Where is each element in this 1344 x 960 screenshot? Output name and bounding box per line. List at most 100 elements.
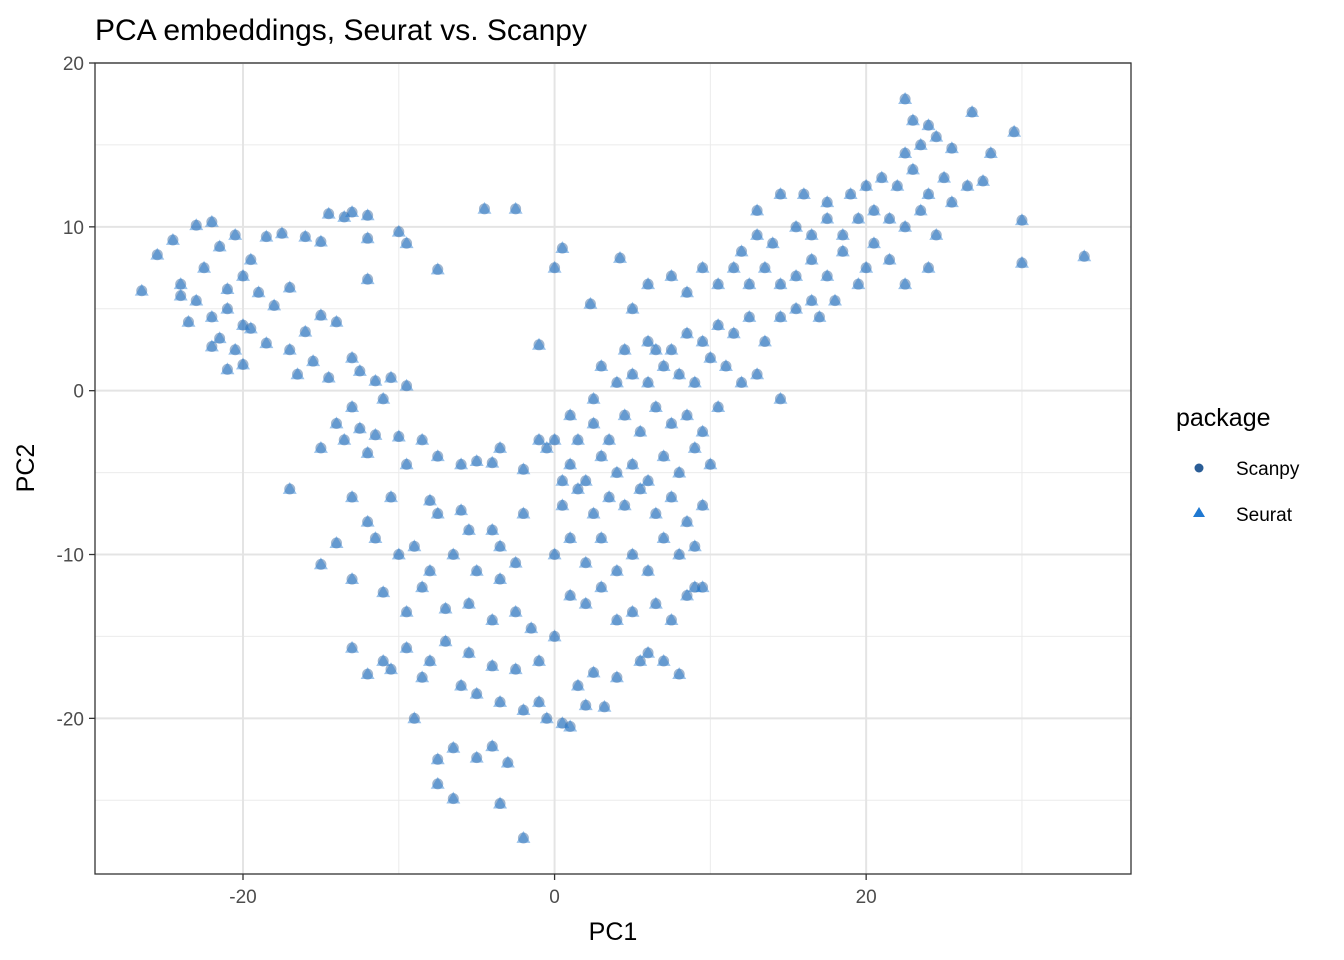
scanpy-point — [626, 368, 638, 380]
scanpy-point — [416, 434, 428, 446]
scanpy-point — [611, 565, 623, 577]
seurat-point — [594, 531, 609, 544]
seurat-point — [415, 580, 430, 593]
seurat-point — [851, 277, 866, 290]
scanpy-point — [689, 581, 701, 593]
scanpy-point — [922, 188, 934, 200]
x-tick-label: 0 — [549, 887, 560, 908]
seurat-point — [898, 146, 913, 159]
scanpy-point — [626, 303, 638, 315]
seurat-point — [438, 634, 453, 647]
scanpy-point — [440, 635, 452, 647]
scanpy-point — [595, 532, 607, 544]
scanpy-point — [946, 196, 958, 208]
seurat-point — [648, 342, 663, 355]
scanpy-point — [346, 401, 358, 413]
seurat-point — [461, 522, 476, 535]
seurat-point — [345, 205, 360, 217]
seurat-point — [516, 506, 531, 519]
seurat-point — [500, 755, 515, 768]
scanpy-point — [751, 368, 763, 380]
scanpy-point — [206, 216, 218, 228]
scanpy-point — [556, 242, 568, 254]
seurat-point — [454, 503, 469, 516]
scanpy-point — [564, 589, 576, 601]
scanpy-point — [556, 475, 568, 487]
scanpy-point — [494, 696, 506, 708]
seurat-point — [625, 604, 640, 617]
scanpy-point — [151, 249, 163, 261]
seurat-point — [695, 260, 710, 273]
scanpy-point — [697, 336, 709, 348]
seurat-point — [820, 268, 835, 281]
seurat-point — [789, 268, 804, 281]
seurat-point — [236, 318, 250, 331]
scanpy-point — [806, 295, 818, 307]
scanpy-point — [603, 491, 615, 503]
scanpy-point — [821, 196, 833, 208]
seurat-point — [313, 234, 328, 247]
seurat-point — [703, 457, 718, 470]
seurat-point — [641, 473, 656, 486]
scanpy-point — [634, 426, 646, 438]
seurat-point — [454, 678, 469, 691]
scanpy-point — [346, 206, 358, 218]
scanpy-point — [922, 119, 934, 131]
scanpy-point — [658, 360, 670, 372]
scanpy-point — [346, 352, 358, 364]
scanpy-point — [245, 254, 257, 266]
seurat-point — [204, 309, 219, 322]
seurat-point — [664, 342, 679, 355]
scanpy-point — [455, 458, 467, 470]
seurat-point — [570, 678, 585, 691]
seurat-point — [820, 195, 835, 208]
scanpy-point — [510, 606, 522, 618]
seurat-point — [641, 334, 656, 347]
seurat-point — [965, 105, 980, 118]
scanpy-point — [338, 434, 350, 446]
scanpy-point — [650, 344, 662, 356]
seurat-point — [613, 250, 628, 263]
scanpy-point — [829, 295, 841, 307]
seurat-point — [680, 326, 694, 339]
scanpy-point — [478, 203, 490, 215]
scanpy-point — [284, 483, 296, 495]
scanpy-point — [237, 358, 249, 370]
seurat-point — [454, 457, 469, 470]
seurat-point — [866, 236, 881, 249]
seurat-point — [313, 441, 328, 453]
seurat-point — [469, 454, 484, 467]
seurat-point — [555, 498, 570, 511]
scanpy-point — [681, 286, 693, 298]
seurat-point — [874, 170, 889, 183]
seurat-point — [532, 337, 546, 350]
seurat-point — [617, 342, 632, 355]
scanpy-point — [502, 757, 514, 769]
seurat-point — [298, 324, 313, 337]
seurat-point — [469, 686, 484, 699]
scanpy-point — [580, 598, 592, 610]
seurat-point — [672, 667, 687, 680]
seurat-point — [625, 367, 640, 380]
legend-title: package — [1176, 404, 1271, 432]
scanpy-point — [588, 508, 600, 520]
scanpy-point — [517, 832, 529, 844]
scanpy-point — [182, 316, 194, 328]
seurat-point — [602, 490, 617, 503]
scanpy-point — [736, 245, 748, 257]
scanpy-point — [899, 221, 911, 233]
scanpy-point — [510, 663, 522, 675]
seurat-point — [329, 536, 344, 548]
seurat-point — [384, 662, 398, 675]
seurat-point — [422, 563, 437, 576]
seurat-point — [173, 277, 188, 290]
series-scanpy — [136, 93, 1090, 844]
scanpy-point — [237, 270, 249, 282]
scanpy-point — [564, 409, 576, 421]
seurat-point — [485, 613, 500, 625]
scanpy-point — [377, 655, 389, 667]
seurat-point — [594, 359, 609, 372]
scanpy-point — [494, 573, 506, 585]
scanpy-point — [167, 234, 179, 246]
seurat-point — [586, 506, 601, 519]
